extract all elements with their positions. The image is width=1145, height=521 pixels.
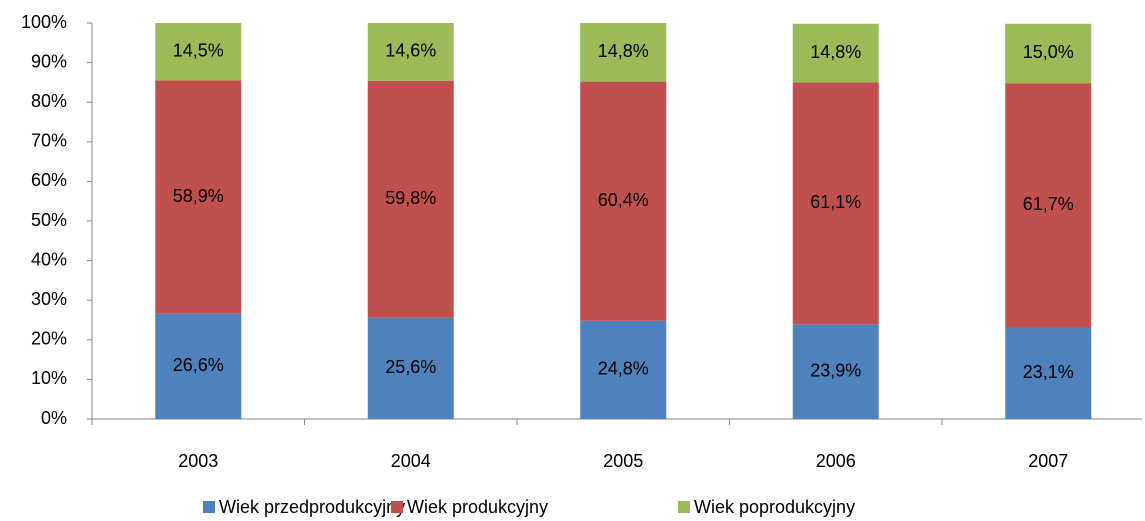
value-label: 60,4% [598, 190, 649, 210]
bar-segment [580, 23, 667, 82]
value-label: 26,6% [173, 355, 224, 375]
y-tick-label: 100% [21, 12, 67, 32]
value-label: 23,9% [810, 360, 861, 380]
legend-label: Wiek przedprodukcyjny [219, 497, 405, 517]
x-tick-label: 2003 [178, 451, 218, 471]
y-tick-label: 40% [31, 249, 67, 269]
y-tick-label: 50% [31, 210, 67, 230]
bar-segment [367, 80, 454, 318]
bar-segment [792, 82, 879, 325]
value-label: 58,9% [173, 186, 224, 206]
bar-segment [1005, 23, 1092, 84]
legend-swatch [203, 501, 215, 513]
value-label: 23,1% [1023, 362, 1074, 382]
y-tick-label: 10% [31, 368, 67, 388]
value-label: 14,5% [173, 40, 224, 60]
bar-segment [155, 313, 242, 419]
bar-segment [1005, 83, 1092, 328]
bar-segment [792, 23, 879, 83]
value-label: 25,6% [385, 357, 436, 377]
y-tick-label: 80% [31, 91, 67, 111]
y-tick-label: 90% [31, 51, 67, 71]
y-tick-label: 20% [31, 329, 67, 349]
legend-swatch [391, 501, 403, 513]
value-label: 14,8% [598, 41, 649, 61]
bar-segment [155, 80, 242, 314]
x-tick-label: 2007 [1028, 451, 1068, 471]
bar-segment [1005, 327, 1092, 419]
legend-label: Wiek poprodukcyjny [694, 497, 855, 517]
y-tick-label: 30% [31, 289, 67, 309]
y-tick-label: 0% [41, 408, 67, 428]
y-tick-label: 70% [31, 131, 67, 151]
value-label: 14,8% [810, 42, 861, 62]
value-label: 59,8% [385, 188, 436, 208]
value-label: 61,1% [810, 192, 861, 212]
bar-segment [155, 23, 242, 81]
x-tick-label: 2004 [391, 451, 431, 471]
value-label: 15,0% [1023, 42, 1074, 62]
bar-segment [580, 81, 667, 321]
bar-segment [580, 320, 667, 419]
legend-label: Wiek produkcyjny [407, 497, 548, 517]
legend-swatch [678, 501, 690, 513]
bar-segment [367, 317, 454, 419]
value-label: 14,6% [385, 41, 436, 61]
bar-segment [792, 324, 879, 419]
value-label: 24,8% [598, 359, 649, 379]
y-tick-label: 60% [31, 170, 67, 190]
bar-segment [367, 23, 454, 81]
value-label: 61,7% [1023, 194, 1074, 214]
x-tick-label: 2005 [603, 451, 643, 471]
x-tick-label: 2006 [816, 451, 856, 471]
